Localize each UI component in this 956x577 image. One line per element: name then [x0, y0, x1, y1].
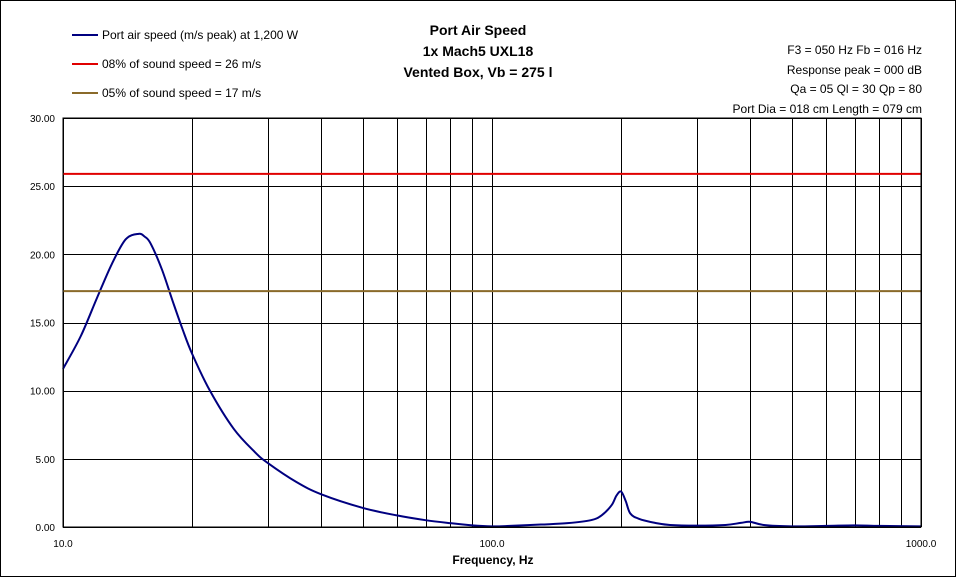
param-port-dimensions: Port Dia = 018 cm Length = 079 cm	[732, 101, 922, 116]
param-response-peak: Response peak = 000 dB	[786, 62, 922, 77]
chart-title-line-3: Vented Box, Vb = 275 l	[403, 64, 553, 80]
series-line-0	[62, 232, 922, 528]
y-tick-label-6: 30.00	[30, 114, 55, 125]
x-tick-labels: 10.0 100.0 1000.0	[53, 539, 936, 550]
y-tick-label-3: 15.00	[30, 319, 55, 330]
legend-swatch-8pct-sound-speed	[72, 63, 98, 65]
x-tick-label-2: 1000.0	[906, 539, 937, 550]
legend-label-port-air-speed: Port air speed (m/s peak) at 1,200 W	[102, 28, 299, 42]
y-tick-label-0: 0.00	[36, 523, 56, 534]
x-tick-label-0: 10.0	[53, 539, 73, 550]
series-lines	[62, 172, 922, 528]
legend-label-5pct-sound-speed: 05% of sound speed = 17 m/s	[102, 86, 262, 100]
x-axis-label: Frequency, Hz	[452, 553, 534, 567]
plot-area-border	[62, 117, 922, 528]
legend-item-5pct-sound-speed: 05% of sound speed = 17 m/s	[72, 85, 261, 101]
chart-title-line-1: Port Air Speed	[429, 22, 527, 38]
legend-swatch-port-air-speed	[72, 34, 98, 36]
param-f3-fb: F3 = 050 Hz Fb = 016 Hz	[787, 43, 922, 57]
y-tick-label-2: 10.00	[30, 387, 55, 398]
chart-title: Port Air Speed 1x Mach5 UXL18 Vented Box…	[380, 20, 576, 83]
param-q-values: Qa = 05 Ql = 30 Qp = 80	[790, 82, 922, 96]
y-tick-label-4: 20.00	[30, 250, 55, 261]
legend-label-8pct-sound-speed: 08% of sound speed = 26 m/s	[102, 57, 262, 71]
legend-item-8pct-sound-speed: 08% of sound speed = 26 m/s	[72, 56, 261, 72]
box-parameters: F3 = 050 Hz Fb = 016 Hz Response peak = …	[733, 41, 922, 119]
legend-item-port-air-speed: Port air speed (m/s peak) at 1,200 W	[72, 27, 298, 43]
chart-title-line-2: 1x Mach5 UXL18	[422, 43, 534, 59]
plot-grid	[63, 118, 922, 528]
y-tick-labels: 0.00 5.00 10.00 15.00 20.00 25.00 30.00	[30, 114, 55, 534]
y-tick-label-1: 5.00	[36, 455, 56, 466]
legend-swatch-5pct-sound-speed	[72, 92, 98, 94]
y-tick-label-5: 25.00	[30, 182, 55, 193]
x-tick-label-1: 100.0	[479, 539, 504, 550]
